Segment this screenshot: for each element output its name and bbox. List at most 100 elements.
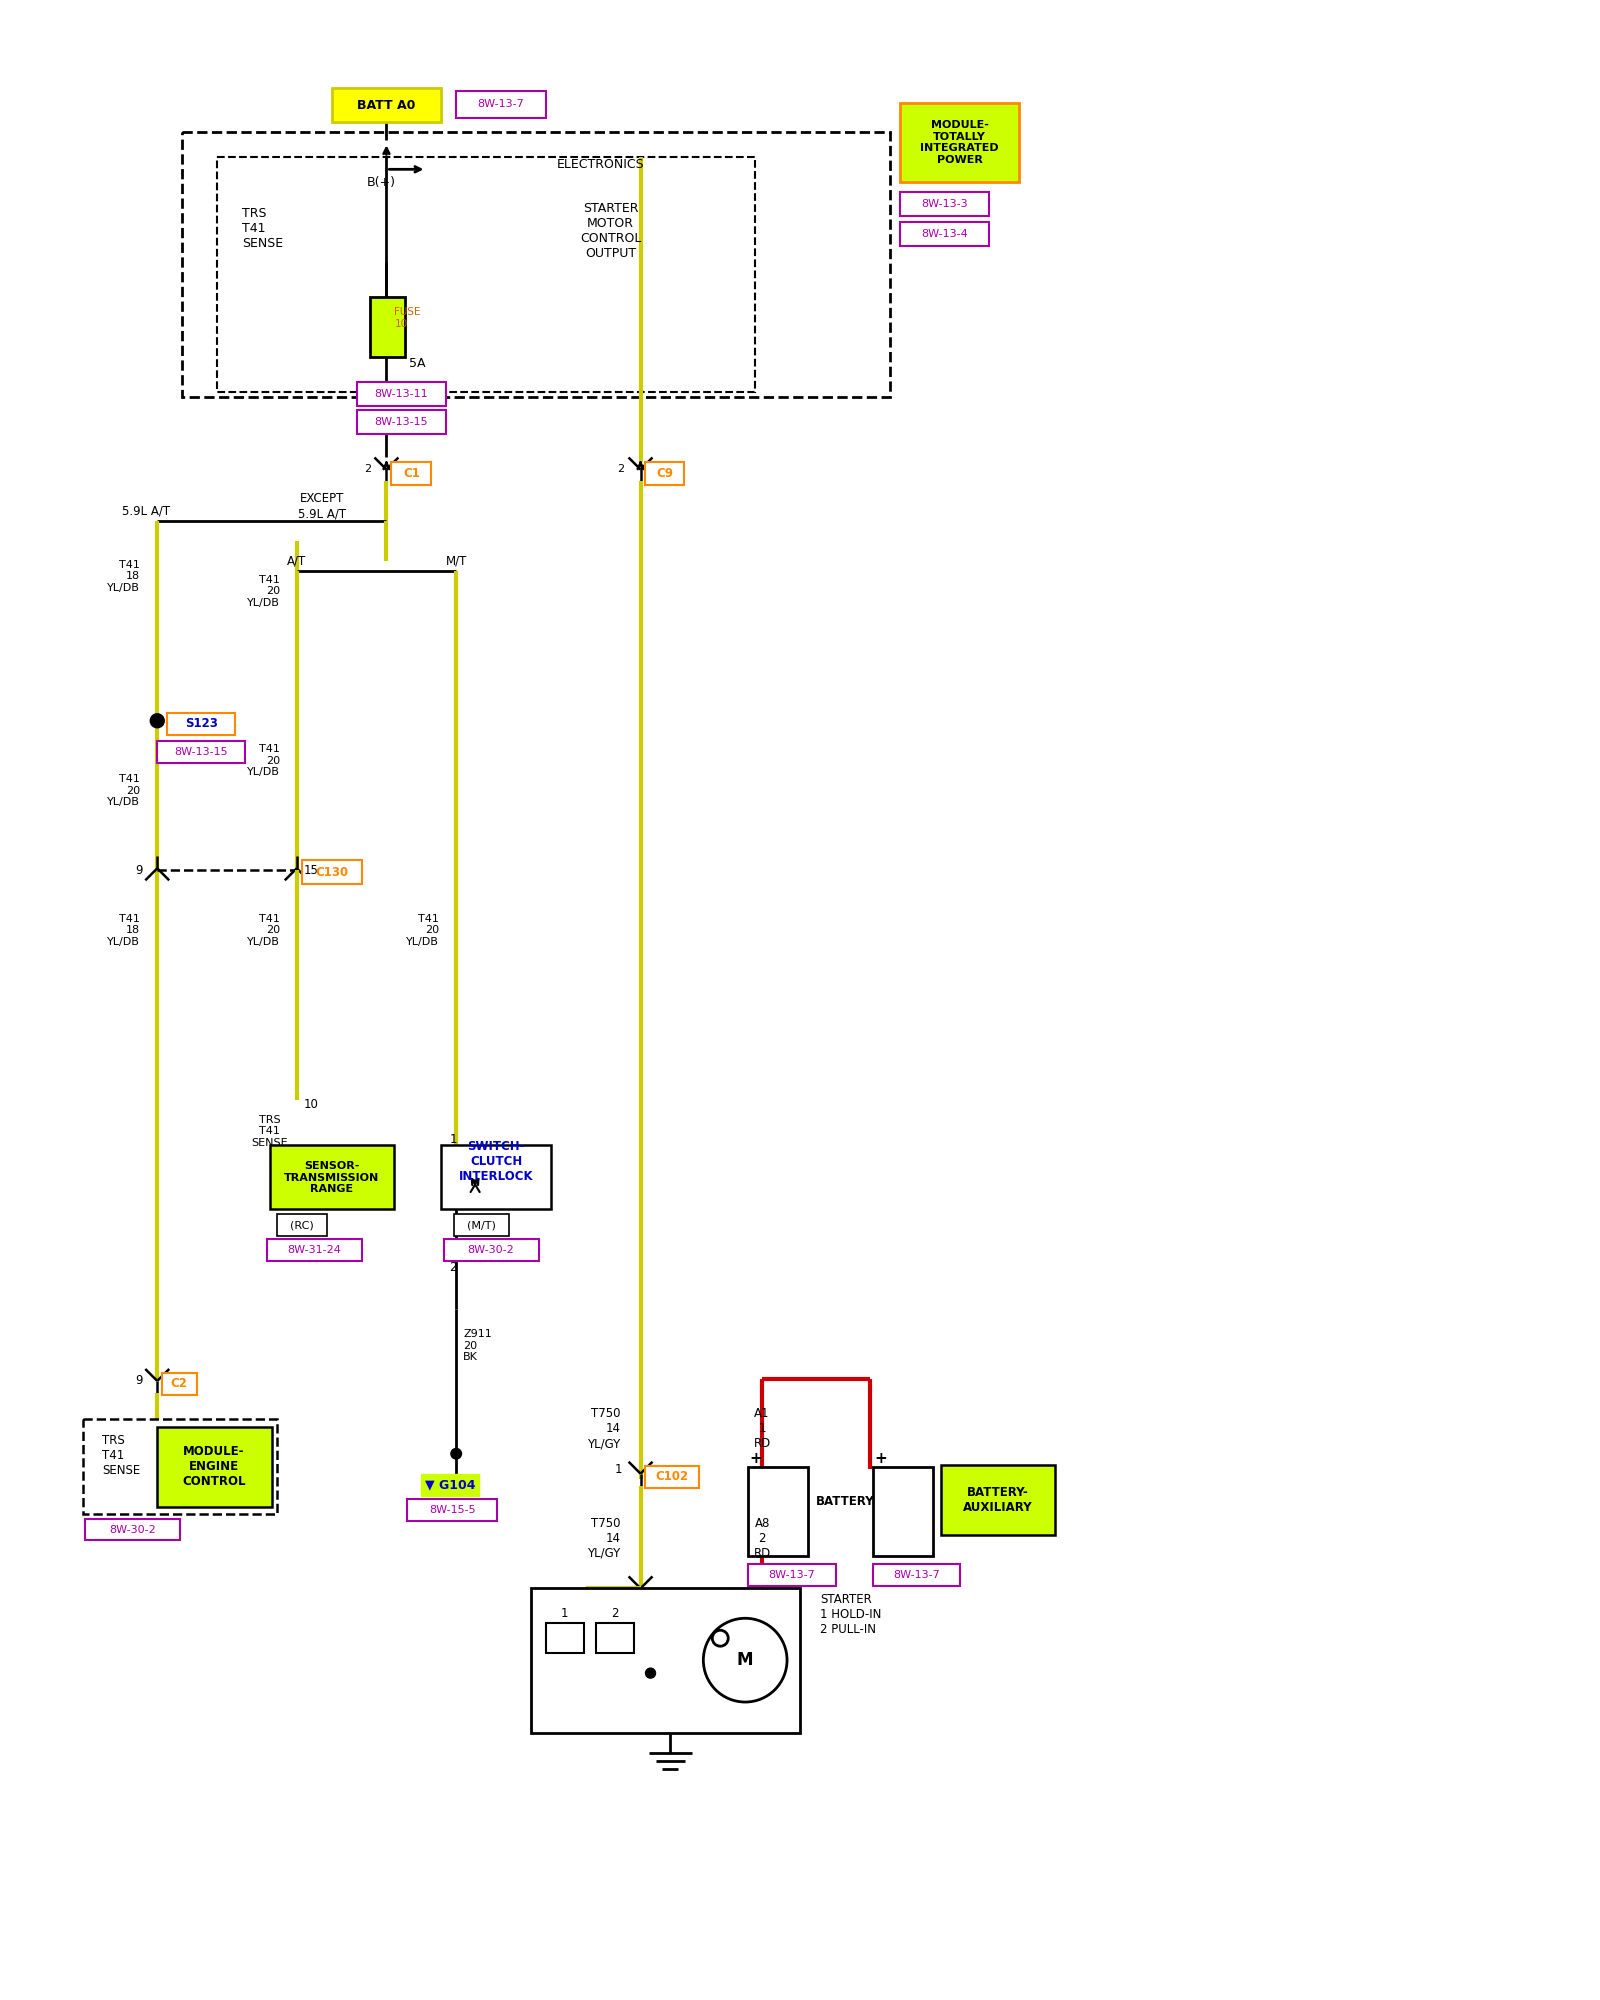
Text: C130: C130 bbox=[315, 866, 349, 878]
Text: 8W-13-11: 8W-13-11 bbox=[374, 388, 429, 398]
Bar bbox=[357, 410, 446, 434]
Bar bbox=[941, 1464, 1054, 1534]
Text: 8W-15-5: 8W-15-5 bbox=[429, 1504, 475, 1514]
Text: (RC): (RC) bbox=[290, 1220, 314, 1230]
Text: ▼ G104: ▼ G104 bbox=[426, 1478, 475, 1492]
Text: 8W-13-3: 8W-13-3 bbox=[922, 200, 968, 210]
Text: 8W-13-4: 8W-13-4 bbox=[922, 230, 968, 240]
Text: BATT A0: BATT A0 bbox=[357, 98, 416, 112]
Text: 8W-13-7: 8W-13-7 bbox=[893, 1570, 939, 1580]
Bar bbox=[531, 1588, 800, 1732]
Text: FUSE
10: FUSE 10 bbox=[395, 306, 421, 328]
Bar bbox=[749, 1564, 835, 1586]
Bar bbox=[331, 88, 442, 122]
Circle shape bbox=[150, 714, 165, 728]
Bar bbox=[408, 1498, 498, 1520]
Text: SENSOR-
TRANSMISSION
RANGE: SENSOR- TRANSMISSION RANGE bbox=[285, 1160, 379, 1194]
Bar bbox=[595, 1624, 634, 1654]
Text: (M/T): (M/T) bbox=[467, 1220, 496, 1230]
Bar bbox=[899, 192, 989, 216]
Bar bbox=[157, 740, 245, 762]
Text: T41
20
YL/DB: T41 20 YL/DB bbox=[246, 574, 280, 608]
Text: T41
20
YL/DB: T41 20 YL/DB bbox=[246, 914, 280, 946]
Text: MODULE-
TOTALLY
INTEGRATED
POWER: MODULE- TOTALLY INTEGRATED POWER bbox=[920, 120, 998, 164]
Bar bbox=[749, 1466, 808, 1556]
Bar bbox=[445, 1240, 539, 1262]
Bar bbox=[442, 1144, 550, 1210]
Bar bbox=[182, 132, 890, 396]
Text: 1: 1 bbox=[562, 1606, 568, 1620]
Bar bbox=[83, 1418, 277, 1514]
Text: 1: 1 bbox=[614, 1464, 622, 1476]
Circle shape bbox=[645, 1668, 656, 1678]
Text: 1: 1 bbox=[450, 1134, 456, 1146]
Text: 9: 9 bbox=[134, 1374, 142, 1388]
Bar bbox=[157, 1426, 272, 1506]
Text: 10: 10 bbox=[304, 1098, 318, 1112]
Bar bbox=[392, 462, 432, 486]
Text: T750
14
YL/GY: T750 14 YL/GY bbox=[587, 1408, 621, 1450]
Text: +: + bbox=[750, 1452, 763, 1466]
Text: 2: 2 bbox=[618, 464, 624, 474]
Bar bbox=[277, 1214, 326, 1236]
Bar bbox=[546, 1624, 584, 1654]
Bar bbox=[370, 296, 405, 356]
Text: T41
20
YL/DB: T41 20 YL/DB bbox=[406, 914, 440, 946]
Text: C2: C2 bbox=[171, 1378, 187, 1390]
Text: BATTERY-
AUXILIARY: BATTERY- AUXILIARY bbox=[963, 1486, 1032, 1514]
Text: T41
20
YL/DB: T41 20 YL/DB bbox=[246, 744, 280, 778]
Bar bbox=[421, 1474, 478, 1496]
Text: STARTER
MOTOR
CONTROL
OUTPUT: STARTER MOTOR CONTROL OUTPUT bbox=[579, 202, 642, 260]
Text: 8W-13-15: 8W-13-15 bbox=[374, 416, 429, 426]
Text: SWITCH-
CLUTCH
INTERLOCK: SWITCH- CLUTCH INTERLOCK bbox=[459, 1140, 533, 1184]
Text: M: M bbox=[738, 1652, 754, 1670]
Text: STARTER
1 HOLD-IN
2 PULL-IN: STARTER 1 HOLD-IN 2 PULL-IN bbox=[819, 1594, 882, 1636]
Text: 8W-13-15: 8W-13-15 bbox=[174, 746, 227, 756]
Bar bbox=[162, 1372, 197, 1394]
Bar bbox=[645, 1466, 699, 1488]
Text: T41
18
YL/DB: T41 18 YL/DB bbox=[107, 560, 141, 592]
Text: 5A: 5A bbox=[410, 358, 426, 370]
Text: BATTERY: BATTERY bbox=[816, 1496, 875, 1508]
Bar bbox=[872, 1564, 960, 1586]
Text: 2: 2 bbox=[365, 464, 371, 474]
Bar bbox=[357, 382, 446, 406]
Text: 8W-31-24: 8W-31-24 bbox=[286, 1246, 341, 1256]
Text: ELECTRONICS: ELECTRONICS bbox=[557, 158, 645, 170]
Bar bbox=[899, 102, 1019, 182]
Text: Z911
20
BK: Z911 20 BK bbox=[462, 1330, 491, 1362]
Text: +: + bbox=[874, 1452, 886, 1466]
Circle shape bbox=[704, 1618, 787, 1702]
Bar bbox=[645, 462, 685, 486]
Text: T41
18
YL/DB: T41 18 YL/DB bbox=[107, 914, 141, 946]
Circle shape bbox=[712, 1630, 728, 1646]
Text: 9: 9 bbox=[134, 864, 142, 876]
Text: 5.9L A/T: 5.9L A/T bbox=[122, 504, 171, 518]
Text: B(+): B(+) bbox=[366, 176, 395, 188]
Text: TRS
T41
SENSE: TRS T41 SENSE bbox=[242, 208, 283, 250]
Text: A/T: A/T bbox=[286, 554, 306, 568]
Text: C1: C1 bbox=[403, 466, 419, 480]
Text: 15: 15 bbox=[304, 864, 318, 876]
Text: MODULE-
ENGINE
CONTROL: MODULE- ENGINE CONTROL bbox=[182, 1446, 246, 1488]
Bar bbox=[218, 158, 755, 392]
Text: C102: C102 bbox=[654, 1470, 688, 1484]
Bar bbox=[302, 860, 362, 884]
Text: C9: C9 bbox=[656, 466, 674, 480]
Text: 8W-30-2: 8W-30-2 bbox=[109, 1524, 155, 1534]
Text: 2: 2 bbox=[611, 1606, 618, 1620]
Text: M/T: M/T bbox=[445, 554, 467, 568]
Bar bbox=[454, 1214, 509, 1236]
Circle shape bbox=[450, 1448, 462, 1460]
Text: TRS
T41
SENSE: TRS T41 SENSE bbox=[102, 1434, 141, 1476]
Bar bbox=[872, 1466, 933, 1556]
Text: 2: 2 bbox=[450, 1260, 456, 1274]
Text: S123: S123 bbox=[184, 718, 218, 730]
Bar bbox=[456, 90, 546, 118]
Text: 8W-13-7: 8W-13-7 bbox=[478, 100, 525, 110]
Bar bbox=[267, 1240, 362, 1262]
Text: A8
2
RD: A8 2 RD bbox=[754, 1516, 771, 1560]
Text: EXCEPT
5.9L A/T: EXCEPT 5.9L A/T bbox=[298, 492, 346, 520]
Text: T750
14
YL/GY: T750 14 YL/GY bbox=[587, 1516, 621, 1560]
Bar bbox=[168, 712, 235, 734]
